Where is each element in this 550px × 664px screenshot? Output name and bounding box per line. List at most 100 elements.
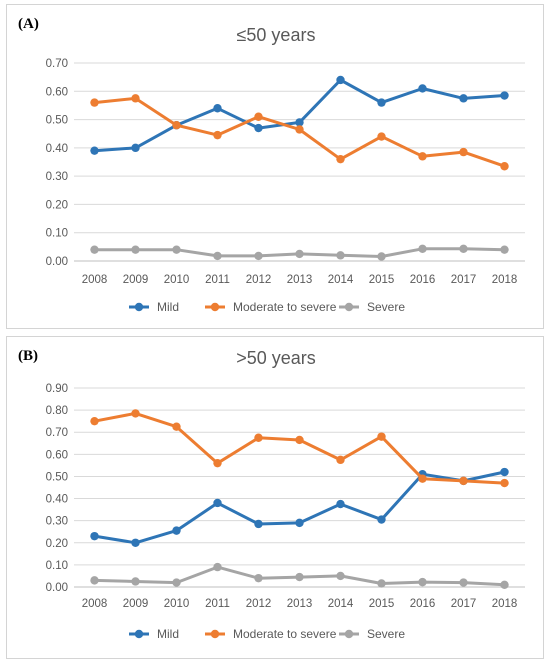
x-tick-label: 2013 (287, 274, 313, 286)
y-tick-label: 0.10 (46, 560, 68, 572)
legend-label: Moderate to severe (233, 300, 337, 314)
x-tick-label: 2015 (369, 598, 395, 610)
legend: Mild Moderate to severe Severe (129, 300, 405, 314)
y-tick-label: 0.20 (46, 538, 68, 550)
data-point (377, 98, 386, 107)
data-point (90, 576, 99, 585)
x-tick-label: 2016 (410, 598, 436, 610)
data-point (90, 416, 99, 426)
legend: Mild Moderate to severe Severe (129, 627, 405, 641)
x-tick-label: 2018 (492, 598, 518, 610)
x-tick-label: 2015 (369, 274, 395, 286)
data-point (213, 104, 222, 113)
y-tick-label: 0.40 (46, 494, 68, 506)
x-tick-label: 2017 (451, 274, 477, 286)
y-tick-label: 0.60 (46, 449, 68, 461)
x-tick-label: 2011 (205, 274, 230, 286)
y-tick-label: 0.00 (46, 256, 68, 268)
y-axis-ticks: 0.00 0.10 0.20 0.30 0.40 0.50 0.60 0.70 (46, 58, 68, 268)
y-axis-ticks: 0.00 0.10 0.20 0.30 0.40 0.50 0.60 0.70 0.80 0.90 (46, 383, 68, 594)
data-point (377, 132, 386, 141)
x-tick-label: 2010 (164, 274, 190, 286)
data-point (131, 409, 140, 418)
series-line (93, 78, 506, 153)
legend-swatch-marker (210, 302, 220, 312)
data-point (131, 143, 140, 153)
data-point (172, 121, 181, 130)
y-tick-label: 0.50 (46, 115, 68, 127)
data-point (131, 577, 140, 586)
data-point (500, 245, 509, 254)
data-point (213, 130, 222, 140)
x-tick-label: 2009 (123, 598, 149, 610)
data-point (336, 154, 345, 164)
chart-a-svg: (A) ≤50 years 0.000.100.200.300.400.500.… (18, 16, 525, 314)
data-point (254, 573, 263, 583)
y-tick-label: 0.70 (46, 58, 68, 70)
x-tick-label: 2009 (123, 274, 149, 286)
data-point (377, 432, 386, 441)
data-point (500, 91, 509, 100)
data-point (377, 252, 386, 261)
data-point (377, 515, 386, 524)
data-point (295, 125, 304, 134)
data-point (418, 152, 427, 161)
data-point (459, 94, 468, 103)
legend-swatch-marker (344, 302, 354, 312)
x-tick-label: 2014 (328, 598, 354, 610)
x-axis-ticks: 2008 2009 2010 2011 2012 2013 2014 2015 2016 2017… (82, 274, 518, 286)
data-point (295, 572, 304, 582)
y-tick-label: 0.00 (46, 582, 68, 594)
x-tick-label: 2017 (451, 598, 477, 610)
series-lines (90, 75, 509, 261)
y-tick-label: 0.60 (46, 86, 68, 98)
data-point (336, 499, 345, 509)
y-tick-label: 0.10 (46, 228, 68, 240)
data-point (90, 531, 99, 541)
data-point (295, 249, 304, 259)
x-tick-label: 2011 (205, 598, 230, 610)
y-tick-label: 0.30 (46, 171, 68, 183)
gridlines (74, 62, 525, 262)
data-point (90, 245, 99, 254)
legend-label: Severe (367, 627, 405, 641)
data-point (213, 458, 222, 468)
legend-swatch-marker (210, 629, 220, 639)
panel-label: (B) (18, 348, 38, 364)
x-tick-label: 2010 (164, 598, 190, 610)
series-line (93, 411, 506, 485)
series-lines (90, 409, 509, 589)
data-point (131, 245, 140, 254)
panel-label: (A) (18, 16, 39, 32)
y-tick-label: 0.80 (46, 405, 68, 417)
x-tick-label: 2013 (287, 598, 313, 610)
data-point (336, 571, 345, 581)
data-point (336, 75, 345, 85)
y-tick-label: 0.90 (46, 383, 68, 395)
data-point (90, 146, 99, 155)
data-point (459, 578, 468, 587)
data-point (295, 118, 304, 127)
data-point (254, 123, 263, 133)
data-point (418, 84, 427, 93)
legend-label: Severe (367, 300, 405, 314)
y-tick-label: 0.30 (46, 516, 68, 528)
data-point (90, 98, 99, 107)
series-line (93, 470, 506, 545)
data-point (295, 518, 304, 528)
x-tick-label: 2016 (410, 274, 436, 286)
data-point (172, 578, 181, 587)
data-point (336, 251, 345, 260)
chart-title: >50 years (236, 348, 316, 368)
legend-label: Mild (157, 627, 179, 641)
data-point (500, 467, 509, 477)
x-tick-label: 2008 (82, 598, 108, 610)
chart-panel-a: (A) ≤50 years 0.00 0.10 0.20 0.30 0.40 0.50 0.… (6, 4, 544, 329)
data-point (377, 579, 386, 588)
data-point (500, 478, 509, 488)
legend-swatch-marker (134, 629, 144, 639)
data-point (459, 244, 468, 254)
x-tick-label: 2018 (492, 274, 518, 286)
y-tick-label: 0.70 (46, 427, 68, 439)
data-point (336, 455, 345, 465)
